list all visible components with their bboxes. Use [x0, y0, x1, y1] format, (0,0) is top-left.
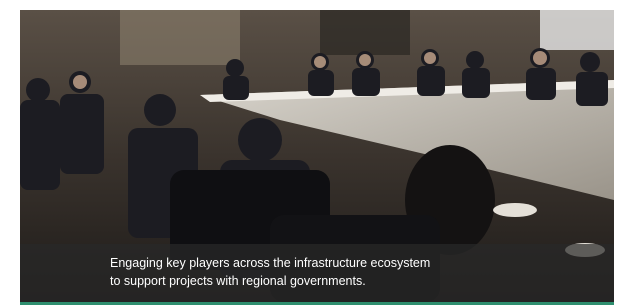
page: Engaging key players across the infrastr…: [0, 0, 629, 306]
caption-line: to support projects with regional govern…: [110, 272, 614, 290]
caption-line: Engaging key players across the infrastr…: [110, 254, 614, 272]
accent-rule: [20, 302, 614, 305]
caption-band: Engaging key players across the infrastr…: [20, 244, 614, 302]
